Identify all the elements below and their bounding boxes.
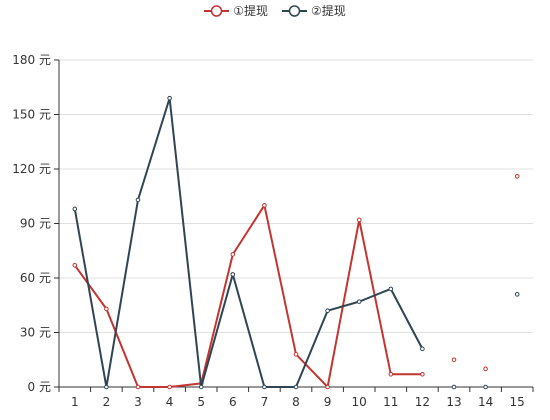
series-2-point	[356, 299, 362, 304]
y-tick-label: 60 元	[20, 271, 51, 285]
series-1-point	[104, 306, 109, 312]
x-tick-label: 14	[478, 395, 493, 409]
series-2-point	[230, 272, 236, 277]
series-1-point	[167, 384, 172, 390]
series-1-point	[388, 371, 394, 377]
chart-legend: ①提现 ②提现	[0, 2, 550, 19]
series-2-point	[72, 206, 78, 212]
series-2-point	[514, 292, 520, 297]
series-2-point	[325, 308, 330, 314]
series-1-point	[325, 384, 330, 390]
series-2-point	[420, 346, 425, 352]
y-tick-label: 30 元	[20, 326, 51, 340]
x-tick-label: 10	[352, 395, 367, 409]
x-tick-label: 6	[229, 395, 237, 409]
legend-item-series-1[interactable]: ①提现	[204, 2, 268, 19]
x-tick-label: 3	[134, 395, 142, 409]
series-2-point	[293, 384, 299, 390]
x-tick-label: 9	[324, 395, 332, 409]
x-tick-label: 4	[166, 395, 174, 409]
series-1-point	[483, 366, 488, 372]
series-2-point	[451, 384, 457, 390]
series-1-point	[420, 371, 425, 377]
series-2-line	[73, 97, 424, 388]
legend-series-1-label: ①提现	[233, 4, 268, 18]
series-2-point	[135, 197, 141, 203]
series-2-point	[262, 384, 267, 390]
series-1-point	[451, 357, 457, 363]
legend-item-series-2[interactable]: ②提现	[282, 2, 346, 19]
series-2-point	[388, 286, 394, 292]
legend-series-1-marker-icon	[204, 4, 230, 17]
y-tick-label: 120 元	[12, 162, 51, 176]
series-1-point	[514, 173, 520, 179]
x-tick-label: 1	[71, 395, 79, 409]
x-tick-label: 5	[197, 395, 205, 409]
legend-series-2-marker-icon	[282, 4, 307, 17]
legend-series-2-label: ②提现	[311, 4, 346, 18]
series-1-point	[262, 203, 267, 208]
series-2-point	[198, 384, 204, 390]
x-tick-label: 13	[446, 395, 461, 409]
y-tick-label: 0 元	[28, 380, 51, 394]
series-1-line	[73, 204, 423, 388]
series-1-point	[72, 262, 78, 268]
x-tick-label: 15	[510, 395, 525, 409]
y-tick-label: 180 元	[12, 53, 51, 67]
series-2-point	[483, 384, 488, 390]
series-2-point	[167, 95, 172, 101]
y-tick-label: 150 元	[12, 108, 51, 122]
x-tick-label: 2	[103, 395, 111, 409]
x-tick-label: 7	[261, 395, 269, 409]
x-tick-label: 8	[292, 395, 300, 409]
series-2-point	[104, 384, 109, 390]
x-tick-label: 12	[415, 395, 430, 409]
series-1-point	[356, 217, 362, 223]
x-tick-label: 11	[383, 395, 398, 409]
series-1-point	[293, 352, 299, 357]
series-1-point	[135, 384, 141, 390]
series-1-point	[230, 252, 236, 257]
y-tick-label: 90 元	[20, 217, 51, 231]
